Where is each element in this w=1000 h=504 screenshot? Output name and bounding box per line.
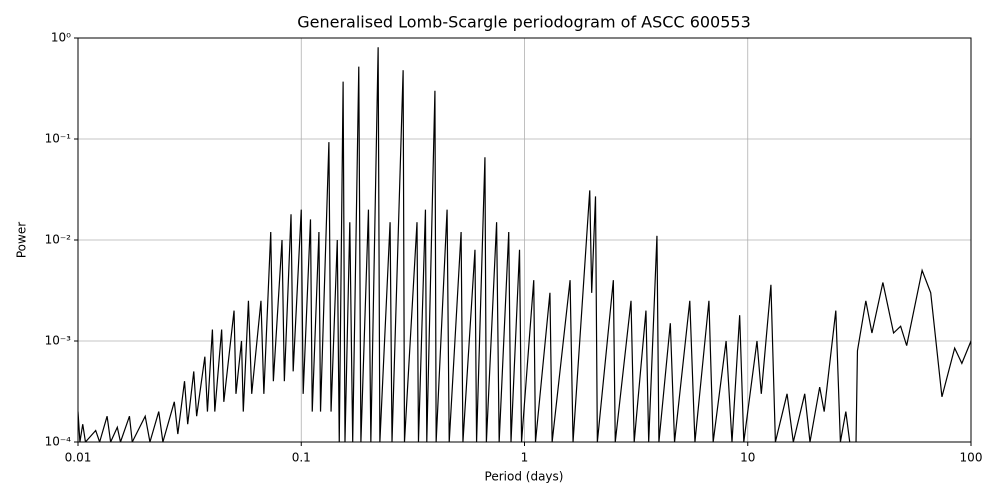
y-axis-label: Power xyxy=(15,222,29,258)
x-tick-label: 0.1 xyxy=(292,451,311,465)
y-tick-label: 10⁻³ xyxy=(45,334,72,348)
y-tick-label: 10⁻² xyxy=(45,233,72,247)
y-tick-label: 10⁻¹ xyxy=(45,132,72,146)
x-tick-label: 10 xyxy=(740,451,755,465)
x-tick-label: 0.01 xyxy=(65,451,92,465)
y-tick-label: 10⁰ xyxy=(51,31,71,45)
chart-title: Generalised Lomb-Scargle periodogram of … xyxy=(297,13,751,32)
x-tick-label: 1 xyxy=(521,451,529,465)
plot-frame xyxy=(77,37,972,443)
y-tick-label: 10⁻⁴ xyxy=(45,435,72,449)
x-tick-label: 100 xyxy=(960,451,983,465)
x-axis-label: Period (days) xyxy=(485,470,564,484)
power-line xyxy=(78,47,971,442)
